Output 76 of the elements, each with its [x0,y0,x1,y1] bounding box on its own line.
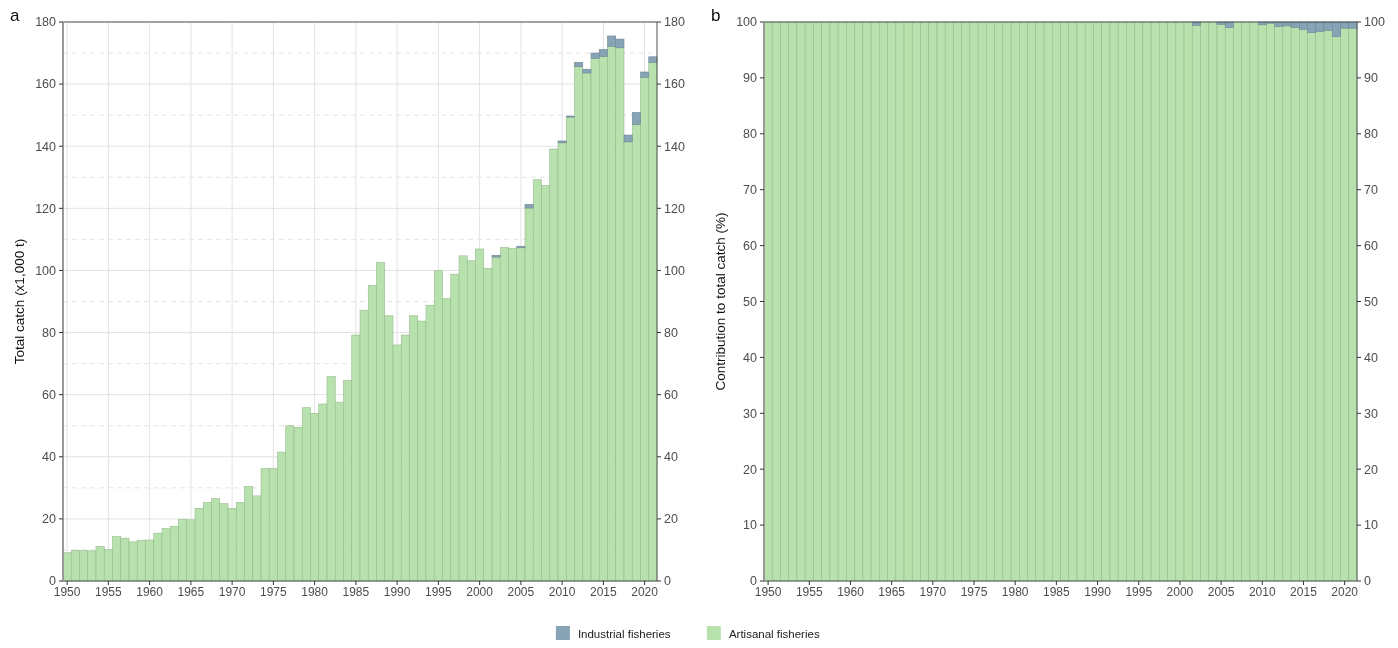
y-tick-label: 50 [743,294,758,309]
x-tick-label: 2005 [507,585,535,599]
y-tick-label: 120 [35,201,57,216]
x-tick-label: 1950 [754,585,782,599]
y2-tick-label: 80 [664,325,678,340]
y-tick-label: 10 [743,518,758,533]
y2-tick-label: 20 [1364,462,1378,477]
y2-tick-label: 70 [1364,183,1378,198]
y-tick-label: 80 [743,127,758,142]
x-tick-label: 1960 [136,585,164,599]
y2-tick-label: 10 [1364,518,1378,533]
x-tick-label: 1995 [425,585,453,599]
y-tick-label: 20 [743,462,758,477]
y2-tick-label: 120 [664,201,685,216]
y-tick-label: 30 [743,406,758,421]
y-tick-label: 40 [743,350,758,365]
y2-tick-label: 80 [1364,127,1378,142]
y-axis-title: Contribution to total catch (%) [713,212,728,391]
y2-tick-label: 20 [664,512,678,527]
y-tick-label: 20 [42,512,57,527]
x-tick-label: 1950 [53,585,81,599]
y2-tick-label: 140 [664,139,685,154]
x-tick-label: 2000 [1166,585,1194,599]
x-tick-label: 1970 [218,585,246,599]
legend-label: Industrial fisheries [577,628,671,640]
x-tick-label: 1985 [342,585,370,599]
legend-label: Artisanal fisheries [728,628,820,640]
y-tick-label: 100 [736,15,758,30]
y-tick-label: 160 [35,77,57,92]
x-tick-label: 1975 [960,585,988,599]
chart-title: b [711,6,721,25]
y2-tick-label: 90 [1364,71,1378,86]
y-axis-title: Total catch (x1,000 t) [12,238,27,365]
chart-title: a [10,6,20,25]
y2-tick-label: 100 [1364,15,1385,30]
x-tick-label: 2010 [548,585,576,599]
x-tick-label: 2015 [1290,585,1318,599]
y2-tick-label: 100 [664,263,685,278]
y2-tick-label: 60 [1364,238,1378,253]
y-tick-label: 60 [42,388,57,403]
y-tick-label: 80 [42,325,57,340]
y-tick-label: 140 [35,139,57,154]
x-tick-label: 1985 [1043,585,1071,599]
y-tick-label: 100 [35,263,57,278]
y2-tick-label: 160 [664,77,685,92]
y2-tick-label: 40 [1364,350,1378,365]
x-tick-label: 1960 [837,585,865,599]
x-tick-label: 1990 [1084,585,1112,599]
x-tick-label: 1980 [1001,585,1029,599]
y-tick-label: 90 [743,71,758,86]
x-tick-label: 1955 [795,585,823,599]
y-tick-label: 70 [743,183,758,198]
x-tick-label: 1990 [383,585,411,599]
y-tick-label: 40 [42,450,57,465]
x-tick-label: 2005 [1207,585,1235,599]
x-tick-label: 2000 [466,585,494,599]
y-tick-label: 180 [35,15,57,30]
y2-tick-label: 0 [1364,574,1371,589]
x-tick-label: 1980 [301,585,329,599]
y2-tick-label: 50 [1364,294,1378,309]
x-tick-label: 1965 [177,585,205,599]
x-tick-label: 2010 [1248,585,1276,599]
x-tick-label: 2015 [590,585,618,599]
y2-tick-label: 40 [664,450,678,465]
y2-tick-label: 180 [664,15,685,30]
x-tick-label: 2020 [1331,585,1359,599]
x-tick-label: 1955 [95,585,123,599]
y-tick-label: 60 [743,238,758,253]
x-tick-label: 1970 [919,585,947,599]
x-tick-label: 1995 [1125,585,1153,599]
y2-tick-label: 60 [664,388,678,403]
y2-tick-label: 0 [664,574,671,589]
y2-tick-label: 30 [1364,406,1378,421]
x-tick-label: 1975 [260,585,288,599]
x-tick-label: 1965 [878,585,906,599]
x-tick-label: 2020 [631,585,659,599]
